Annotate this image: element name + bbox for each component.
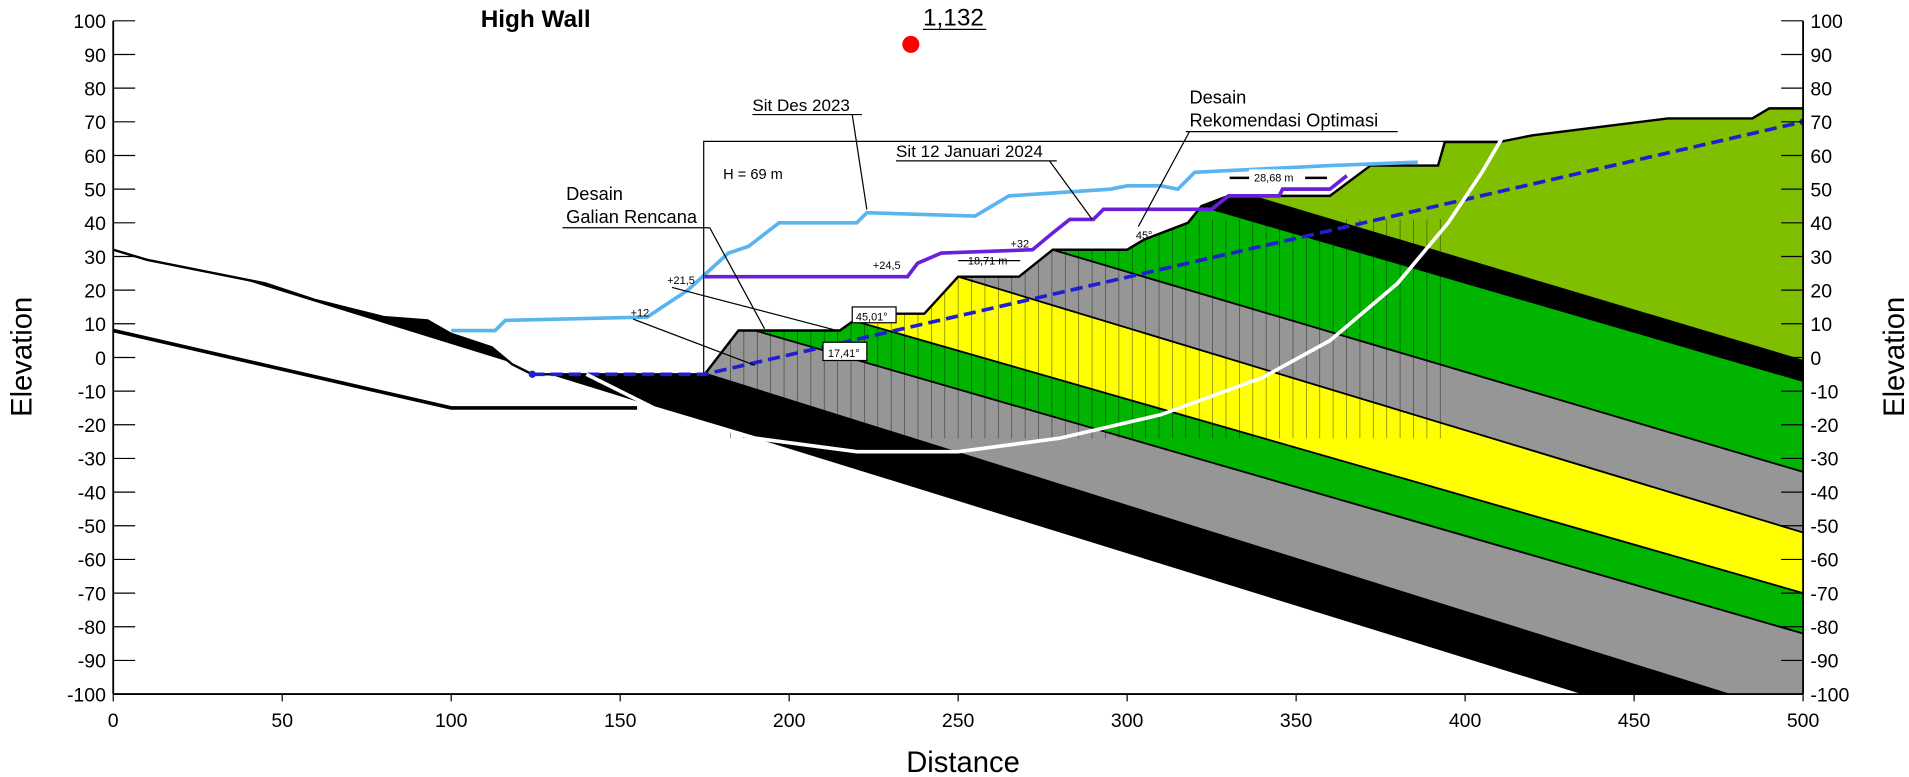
x-axis-label: Distance: [906, 747, 1020, 777]
x-tick-label: 450: [1618, 710, 1651, 732]
y-tick-label: -40: [78, 482, 106, 504]
leader: [1048, 160, 1093, 220]
annotation: +12: [631, 308, 650, 320]
y-tick-label: -50: [78, 516, 106, 538]
point: [902, 35, 920, 53]
y-tick-label: -90: [78, 651, 106, 673]
label-box: [1249, 169, 1306, 186]
layer-boundary: [113, 237, 1804, 695]
y2-tick-label: 30: [1810, 247, 1832, 269]
annotation: +32: [1011, 238, 1030, 250]
label-box: [851, 306, 897, 324]
y-tick-label: -100: [67, 684, 106, 706]
y-tick-label: 80: [84, 78, 106, 100]
y-axis-label: Elevation: [7, 297, 39, 417]
annotation: 17,41°: [828, 348, 860, 360]
x-tick-label: 0: [108, 710, 119, 732]
surface-line: [113, 107, 1804, 376]
x-tick-label: 100: [435, 710, 468, 732]
y2-tick-label: 80: [1810, 78, 1832, 100]
x-tick-label: 350: [1280, 710, 1313, 732]
design-label: Desain: [566, 183, 623, 204]
design-label: Galian Rencana: [566, 206, 698, 227]
ground: [113, 108, 1804, 695]
y2-tick-label: -50: [1810, 516, 1838, 538]
annotation: 18,71 m: [968, 255, 1008, 267]
y-tick-label: -20: [78, 415, 106, 437]
x-tick-label: 300: [1111, 710, 1144, 732]
label-box: [822, 341, 868, 362]
y-tick-label: 10: [84, 314, 106, 336]
series-label: Sit Des 2023: [752, 96, 850, 115]
y-tick-label: 70: [84, 112, 106, 134]
y-tick-label: -30: [78, 449, 106, 471]
x-tick-label: 250: [942, 710, 975, 732]
y2-tick-label: 0: [1810, 348, 1821, 370]
y2-tick-label: -90: [1810, 651, 1838, 673]
x-tick-label: 200: [773, 710, 806, 732]
y-tick-label: 0: [95, 348, 106, 370]
design-label: Desain: [1189, 87, 1246, 108]
y-tick-label: 100: [73, 11, 106, 33]
y2-tick-label: 70: [1810, 112, 1832, 134]
y2-axis-label: Elevation: [1879, 297, 1909, 417]
y2-tick-label: 10: [1810, 314, 1832, 336]
y-tick-label: 30: [84, 247, 106, 269]
design-label: Rekomendasi Optimasi: [1189, 110, 1378, 131]
series-line: [113, 328, 638, 410]
overlay: -100-90-80-70-60-50-40-30-20-10010203040…: [67, 5, 1850, 732]
series-label: Sit 12 Januari 2024: [896, 142, 1043, 161]
leader: [1137, 131, 1191, 227]
x-tick-label: 500: [1787, 710, 1820, 732]
y2-tick-label: -30: [1810, 449, 1838, 471]
y-tick-label: 40: [84, 213, 106, 235]
x-tick-label: 400: [1449, 710, 1482, 732]
layers: [113, 107, 1804, 695]
leader: [671, 286, 841, 332]
y2-tick-label: 40: [1810, 213, 1832, 235]
y-tick-label: -10: [78, 381, 106, 403]
y2-tick-label: 50: [1810, 179, 1832, 201]
y-tick-label: -70: [78, 583, 106, 605]
series-line: [451, 160, 1418, 333]
y2-tick-label: -80: [1810, 617, 1838, 639]
leader: [851, 114, 868, 210]
annotation: +21,5: [667, 275, 695, 287]
y2-tick-label: 20: [1810, 280, 1832, 302]
series-line: [585, 130, 1508, 454]
y2-tick-label: -40: [1810, 482, 1838, 504]
y2-tick-label: -60: [1810, 550, 1838, 572]
y-tick-label: 60: [84, 146, 106, 168]
series-line: [704, 174, 1348, 279]
leader: [709, 227, 766, 330]
x-tick-label: 150: [604, 710, 637, 732]
y2-tick-label: -100: [1810, 684, 1849, 706]
y2-tick-label: -20: [1810, 415, 1838, 437]
point-label: 1,132: [923, 5, 984, 32]
y2-tick-label: 100: [1810, 11, 1843, 33]
annotation: 45,01°: [856, 311, 888, 323]
annotation: +24,5: [873, 260, 901, 272]
y2-tick-label: 60: [1810, 146, 1832, 168]
y-tick-label: 50: [84, 179, 106, 201]
chart-title: High Wall: [481, 6, 591, 33]
y-tick-label: 90: [84, 45, 106, 67]
annotation: 45°: [1136, 230, 1153, 242]
annotation: 28,68 m: [1254, 173, 1294, 185]
y2-tick-label: -10: [1810, 381, 1838, 403]
water-point: [528, 370, 536, 378]
leader: [632, 318, 756, 366]
y2-tick-label: 90: [1810, 45, 1832, 67]
y-tick-label: -60: [78, 550, 106, 572]
y-tick-label: 20: [84, 280, 106, 302]
y-tick-label: -80: [78, 617, 106, 639]
y2-tick-label: -70: [1810, 583, 1838, 605]
x-tick-label: 50: [271, 710, 293, 732]
annotation: H = 69 m: [723, 167, 783, 183]
